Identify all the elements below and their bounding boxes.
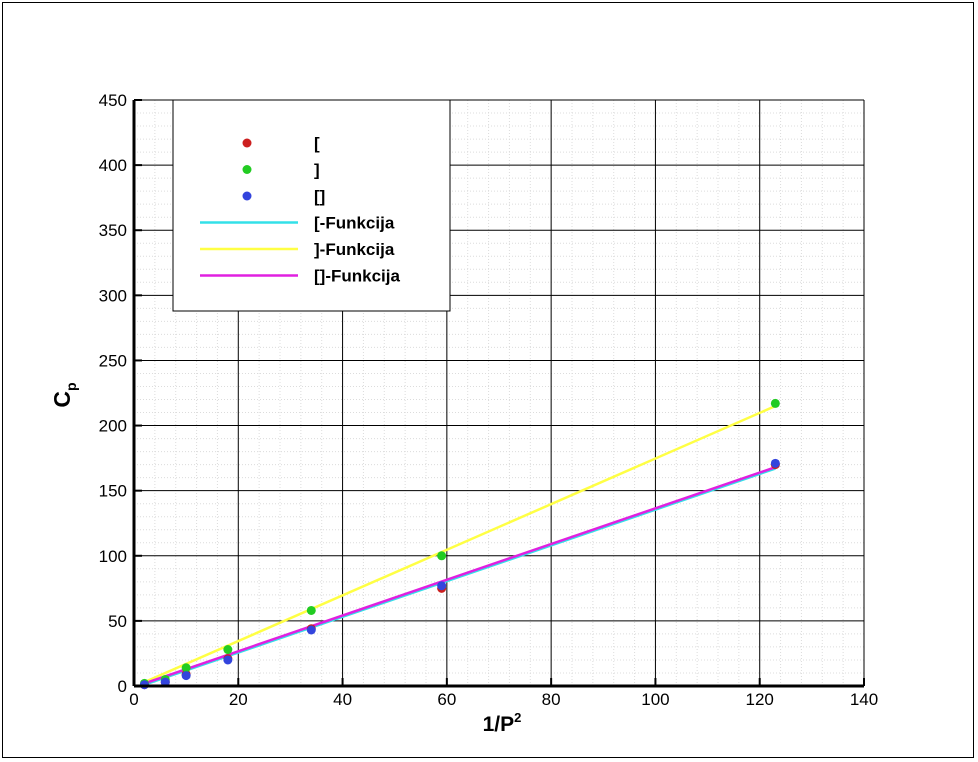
fit-line	[143, 404, 776, 684]
y-axis-label: Cp	[49, 382, 79, 407]
x-tick-label: 120	[746, 690, 774, 709]
y-tick-label: 400	[99, 156, 127, 175]
y-tick-label: 150	[99, 482, 127, 501]
data-point	[770, 458, 780, 468]
legend-label: [-Funkcija	[314, 214, 395, 233]
data-point	[437, 551, 447, 561]
data-point	[223, 645, 233, 655]
data-point	[160, 677, 170, 687]
y-tick-label: 50	[108, 612, 127, 631]
fit-lines	[143, 404, 776, 686]
x-tick-label: 40	[333, 690, 352, 709]
legend-marker	[242, 165, 252, 174]
data-point	[306, 605, 316, 615]
y-tick-label: 0	[118, 677, 127, 696]
x-tick-label: 60	[437, 690, 456, 709]
data-point	[181, 671, 191, 681]
y-tick-label: 450	[99, 91, 127, 110]
x-axis-label-sup: 2	[514, 710, 521, 725]
y-tick-label: 250	[99, 351, 127, 370]
data-point	[770, 398, 780, 408]
legend: [] [] [-Funkcija ]-Funkcija []-Funkcija	[172, 99, 451, 312]
y-axis-label-base: C	[49, 391, 75, 408]
y-tick-label: 100	[99, 547, 127, 566]
data-point	[223, 655, 233, 665]
legend-marker	[242, 138, 252, 148]
legend-marker	[242, 191, 252, 201]
legend-label: ]-Funkcija	[314, 240, 395, 259]
tick-labels: 0 20 40 60 80 100 120 140 0 50 100 150 200 250 300 350 4…	[99, 91, 879, 709]
y-axis-label-sub: p	[63, 382, 79, 391]
legend-label: ]	[314, 161, 320, 180]
x-axis-label: 1/P2	[483, 710, 522, 736]
fit-line	[144, 466, 776, 685]
x-tick-label: 80	[542, 690, 561, 709]
x-tick-label: 100	[641, 690, 669, 709]
data-point	[181, 663, 191, 673]
x-tick-label: 20	[229, 690, 248, 709]
x-axis-label-base: 1/P	[483, 713, 515, 736]
y-tick-label: 350	[99, 221, 127, 240]
legend-label: []	[314, 187, 325, 206]
y-tick-label: 300	[99, 286, 127, 305]
x-tick-label: 0	[129, 690, 138, 709]
y-tick-label: 200	[99, 417, 127, 436]
legend-box	[172, 99, 451, 312]
legend-label: []-Funkcija	[314, 267, 400, 286]
legend-label: [	[314, 134, 320, 153]
data-point	[306, 625, 316, 635]
x-tick-label: 140	[850, 690, 878, 709]
data-point	[437, 581, 447, 591]
